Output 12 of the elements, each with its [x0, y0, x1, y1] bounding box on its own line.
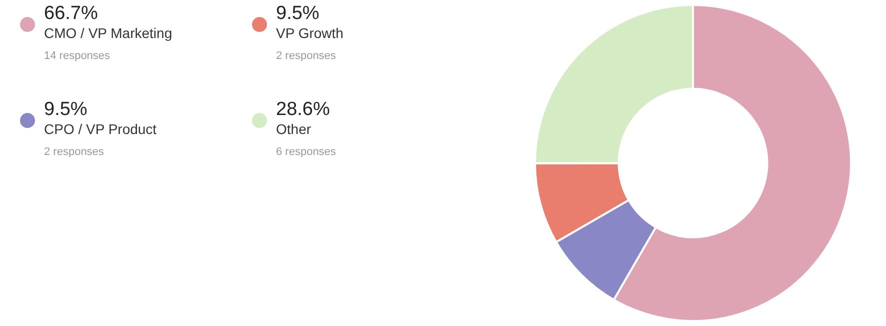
text: 2 responses: [44, 146, 105, 158]
data-label: 9.5%: [276, 3, 320, 24]
data-label: 66.7%: [44, 3, 99, 24]
text: 6 responses: [276, 146, 336, 158]
legend-label: CPO / VP Product: [44, 121, 157, 137]
legend-label: VP Growth: [276, 25, 344, 41]
legend-label: CMO / VP Marketing: [44, 25, 172, 41]
data-label: 9.5%: [44, 99, 88, 120]
legend-label: Other: [276, 121, 312, 137]
text: 14 responses: [44, 50, 112, 62]
text: 2 responses: [276, 50, 337, 62]
data-label: 28.6%: [276, 99, 331, 120]
